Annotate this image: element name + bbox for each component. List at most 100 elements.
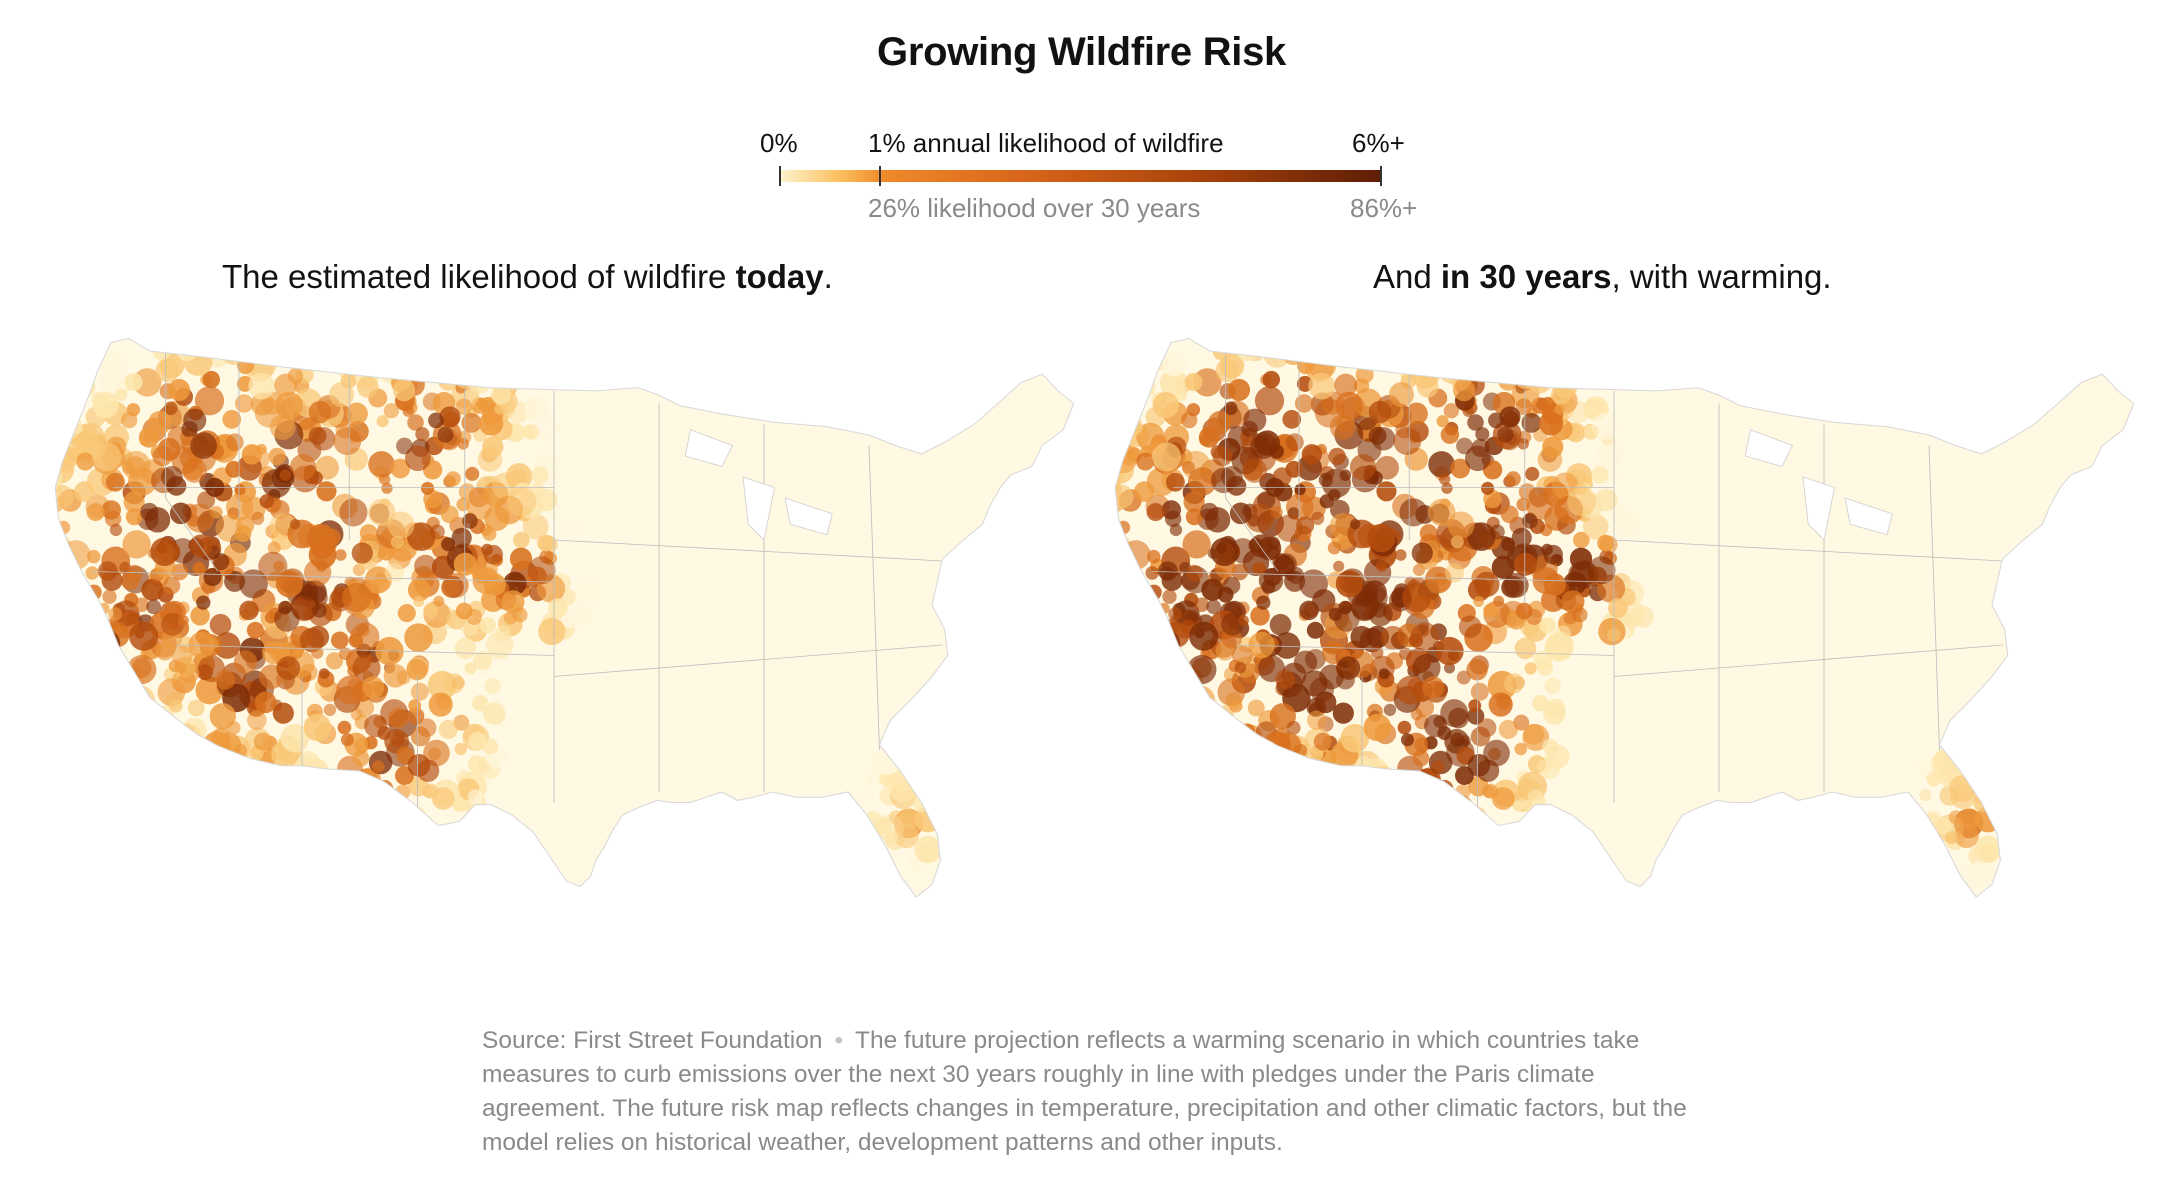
risk-cell	[183, 338, 201, 354]
risk-cell	[1349, 780, 1361, 793]
risk-cell	[94, 630, 121, 657]
risk-cell	[1194, 597, 1210, 613]
risk-cell	[221, 338, 239, 354]
risk-cell	[1115, 617, 1121, 643]
great-lake	[1744, 429, 1794, 467]
risk-cell	[947, 830, 969, 851]
risk-cell	[1561, 590, 1585, 614]
risk-cell	[1539, 617, 1556, 634]
risk-cell	[1997, 785, 2027, 814]
risk-cell	[55, 431, 61, 455]
risk-cell	[1152, 442, 1182, 472]
risk-cell	[148, 410, 172, 435]
risk-cell	[1468, 338, 1492, 358]
risk-cell	[268, 447, 286, 466]
risk-cell	[1185, 688, 1200, 703]
risk-cell	[348, 811, 361, 824]
risk-cell	[1243, 338, 1261, 354]
risk-cell	[1145, 566, 1159, 580]
risk-cell	[1140, 680, 1166, 706]
risk-cell	[1146, 662, 1160, 676]
risk-cell	[202, 370, 220, 389]
risk-cell	[1162, 589, 1177, 604]
risk-cell	[1115, 379, 1135, 405]
risk-cell	[548, 598, 568, 619]
risk-cell	[943, 810, 961, 828]
risk-cell	[183, 408, 207, 432]
risk-cell	[276, 656, 301, 680]
risk-cell	[1616, 511, 1632, 526]
risk-cell	[40, 462, 46, 474]
risk-cell	[484, 677, 501, 695]
risk-cell	[1115, 484, 1118, 507]
risk-cell	[55, 379, 75, 405]
state-border	[1151, 571, 1615, 583]
risk-cell	[129, 621, 159, 651]
risk-cell	[224, 570, 246, 592]
risk-cell	[439, 406, 461, 428]
risk-cell	[479, 617, 496, 634]
risk-cell	[1541, 543, 1553, 556]
state-border	[91, 571, 555, 583]
risk-cell	[1281, 338, 1299, 354]
risk-cell	[57, 392, 70, 406]
risk-cell	[153, 338, 175, 351]
risk-cell	[103, 702, 124, 723]
risk-cell	[41, 580, 53, 592]
risk-cell	[1216, 320, 1235, 333]
risk-cell	[169, 699, 183, 713]
risk-cell	[259, 494, 274, 509]
risk-cell	[1495, 344, 1525, 374]
risk-cell	[1498, 338, 1516, 352]
risk-cell	[416, 759, 440, 782]
risk-cell	[1245, 503, 1275, 533]
risk-cell	[371, 357, 384, 370]
risk-cell	[523, 424, 540, 440]
risk-cell	[315, 560, 328, 572]
risk-cell	[1945, 831, 1959, 845]
risk-cell	[74, 481, 95, 502]
risk-cell	[264, 611, 278, 624]
risk-cell	[1563, 611, 1577, 625]
risk-cell	[215, 669, 236, 690]
risk-cell	[55, 381, 78, 405]
risk-cell	[937, 773, 959, 795]
risk-cell	[273, 560, 285, 572]
risk-cell	[1165, 472, 1185, 492]
risk-cell	[1101, 580, 1113, 592]
risk-cell	[78, 595, 98, 615]
risk-cell	[1339, 469, 1352, 481]
risk-cell	[1499, 406, 1521, 428]
state-borders	[1151, 350, 2003, 813]
state-border	[1613, 539, 2003, 562]
risk-cell	[206, 756, 219, 768]
risk-cell	[1282, 410, 1302, 429]
risk-cell	[1336, 656, 1361, 680]
risk-cell	[1388, 338, 1405, 345]
risk-cell	[404, 806, 427, 828]
risk-cell	[410, 682, 429, 701]
legend-tick-mid	[879, 166, 881, 186]
risk-cell	[1394, 549, 1407, 561]
risk-cell	[1166, 683, 1189, 707]
risk-cell	[509, 547, 533, 570]
risk-cell	[926, 756, 953, 783]
risk-cell	[1536, 363, 1551, 378]
risk-cell	[1454, 320, 1466, 327]
risk-cell	[1139, 700, 1154, 715]
risk-cell	[289, 780, 301, 793]
risk-cell	[125, 508, 143, 526]
risk-cell	[1271, 760, 1285, 774]
risk-cell	[100, 691, 113, 703]
risk-cell	[378, 473, 391, 485]
risk-cell	[168, 378, 191, 401]
risk-cell	[1402, 583, 1432, 613]
risk-cell	[1458, 802, 1477, 820]
risk-cell	[1501, 578, 1520, 598]
risk-cell	[127, 654, 157, 685]
risk-cell	[473, 651, 493, 670]
risk-cell	[1301, 444, 1322, 465]
risk-cell	[1117, 392, 1130, 406]
risk-cell	[1262, 370, 1280, 389]
risk-cell	[56, 401, 73, 418]
